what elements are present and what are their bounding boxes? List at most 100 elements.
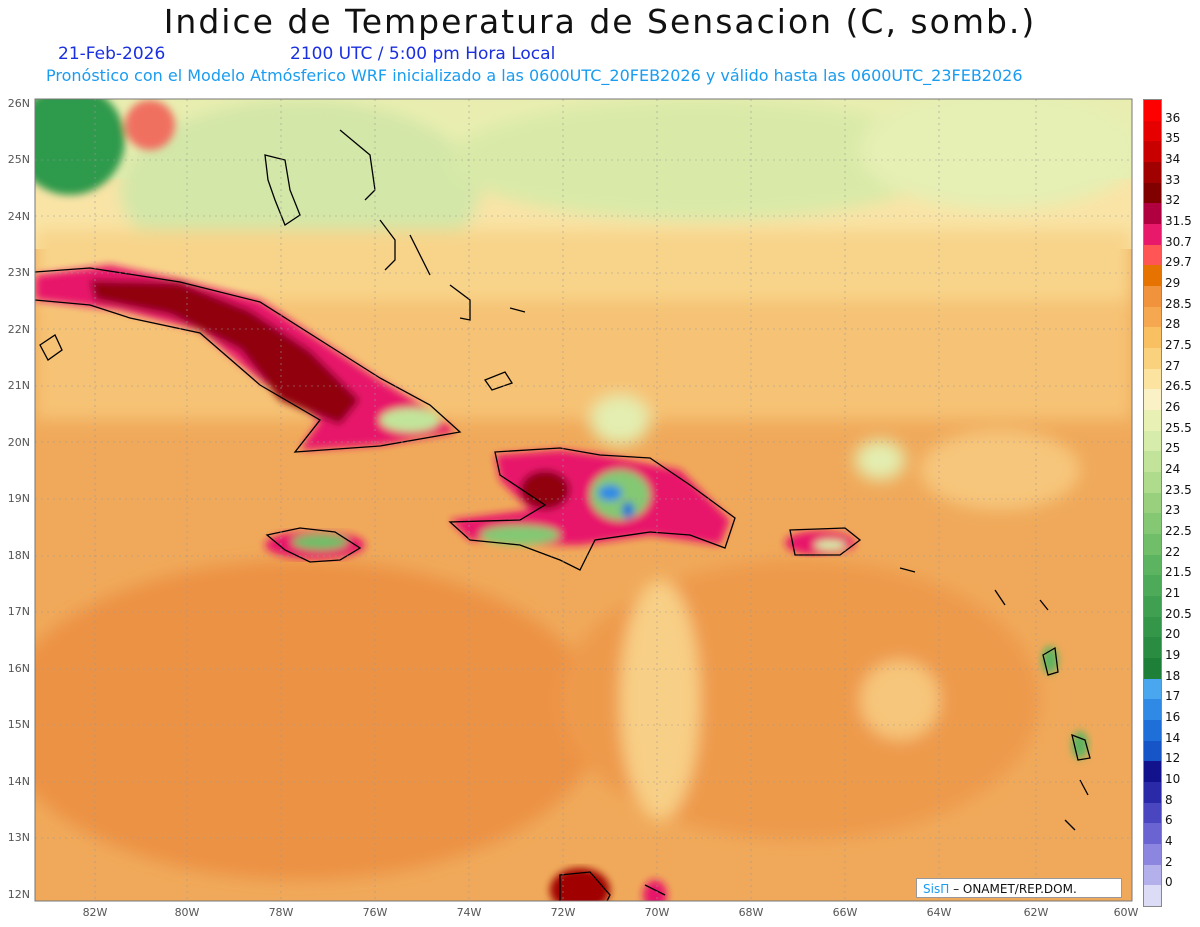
color-scale-cell bbox=[1144, 823, 1161, 845]
color-scale-cell bbox=[1144, 513, 1161, 535]
color-scale-label: 36 bbox=[1165, 110, 1181, 125]
color-scale-label: 27 bbox=[1165, 358, 1181, 373]
color-scale-cell bbox=[1144, 802, 1161, 824]
color-scale-label: 31.5 bbox=[1165, 214, 1192, 228]
color-scale-label: 28.5 bbox=[1165, 296, 1192, 311]
color-scale-label: 30.7 bbox=[1165, 234, 1192, 249]
lon-label: 76W bbox=[362, 906, 388, 919]
lon-label: 60W bbox=[1113, 906, 1139, 919]
color-scale-cell bbox=[1144, 430, 1161, 452]
lat-label: 17N bbox=[7, 605, 30, 618]
color-scale-label: 27.5 bbox=[1165, 338, 1192, 352]
color-scale-label: 17 bbox=[1165, 689, 1181, 704]
lat-label: 21N bbox=[7, 379, 30, 392]
color-scale-label: 29.7 bbox=[1165, 255, 1192, 270]
color-scale-label: 28 bbox=[1165, 317, 1181, 332]
lon-label: 80W bbox=[174, 906, 200, 919]
color-scale-label: 33 bbox=[1165, 172, 1181, 187]
color-scale-cell bbox=[1144, 616, 1161, 638]
color-scale-cell bbox=[1144, 844, 1161, 866]
color-scale-cell bbox=[1144, 740, 1161, 762]
color-scale-cell bbox=[1144, 306, 1161, 328]
color-scale-cell bbox=[1144, 658, 1161, 680]
lat-label: 14N bbox=[7, 775, 30, 788]
color-scale-cell bbox=[1144, 761, 1161, 783]
color-scale-cell bbox=[1144, 472, 1161, 494]
color-scale-cell bbox=[1144, 203, 1161, 225]
lat-label: 25N bbox=[7, 153, 30, 166]
map-title: Indice de Temperatura de Sensacion (C, s… bbox=[163, 2, 1037, 41]
lat-label: 16N bbox=[7, 662, 30, 675]
lat-label: 24N bbox=[7, 210, 30, 223]
color-scale-label: 4 bbox=[1165, 834, 1173, 848]
color-scale-cell bbox=[1144, 492, 1161, 514]
color-scale-label: 2 bbox=[1165, 854, 1173, 869]
credit-box: SisΠ – ONAMET/REP.DOM. bbox=[916, 878, 1122, 898]
color-scale-cell bbox=[1144, 554, 1161, 576]
lat-label: 19N bbox=[7, 492, 30, 505]
color-scale-cell bbox=[1144, 327, 1161, 349]
color-scale-label: 19 bbox=[1165, 648, 1181, 662]
lon-label: 70W bbox=[644, 906, 670, 919]
forecast-date: 21-Feb-2026 bbox=[58, 44, 166, 64]
lat-label: 23N bbox=[7, 266, 30, 279]
color-scale-label: 21.5 bbox=[1165, 565, 1192, 580]
color-scale-label: 34 bbox=[1165, 152, 1181, 166]
lat-label: 22N bbox=[7, 323, 30, 336]
color-scale-cell bbox=[1144, 120, 1161, 142]
lat-label: 18N bbox=[7, 549, 30, 562]
color-scale-label: 32 bbox=[1165, 193, 1181, 208]
color-scale-cell bbox=[1144, 782, 1161, 804]
credit-text: – ONAMET/REP.DOM. bbox=[953, 882, 1077, 896]
color-scale-cell bbox=[1144, 100, 1161, 122]
lat-label: 15N bbox=[7, 718, 30, 731]
color-scale-label: 16 bbox=[1165, 710, 1181, 724]
color-scale-cell bbox=[1144, 637, 1161, 659]
color-scale-label: 25.5 bbox=[1165, 420, 1192, 435]
color-scale-label: 23.5 bbox=[1165, 482, 1192, 497]
color-scale-label: 21 bbox=[1165, 586, 1181, 600]
color-scale-cell bbox=[1144, 389, 1161, 411]
forecast-time: 2100 UTC / 5:00 pm Hora Local bbox=[290, 44, 556, 64]
lat-label: 12N bbox=[7, 888, 30, 901]
lon-label: 78W bbox=[268, 906, 294, 919]
color-scale-cell bbox=[1144, 141, 1161, 163]
color-scale-label: 26 bbox=[1165, 400, 1181, 414]
sisp-logo-text: SisΠ bbox=[923, 882, 950, 896]
forecast-subtitle: Pronóstico con el Modelo Atmósferico WRF… bbox=[46, 66, 1023, 85]
color-scale-cell bbox=[1144, 265, 1161, 287]
color-scale-bar bbox=[1143, 99, 1162, 907]
color-scale-cell bbox=[1144, 348, 1161, 370]
lon-label: 64W bbox=[926, 906, 952, 919]
color-scale-label: 24 bbox=[1165, 462, 1181, 476]
color-scale-cell bbox=[1144, 286, 1161, 308]
temperature-map bbox=[34, 98, 1133, 902]
color-scale-cell bbox=[1144, 451, 1161, 473]
color-scale-label: 26.5 bbox=[1165, 379, 1192, 394]
color-scale-cell bbox=[1144, 162, 1161, 184]
color-scale-cell bbox=[1144, 534, 1161, 556]
color-scale-cell bbox=[1144, 244, 1161, 266]
lon-label: 68W bbox=[738, 906, 764, 919]
lon-label: 74W bbox=[456, 906, 482, 919]
color-scale-cell bbox=[1144, 678, 1161, 700]
color-scale-label: 20 bbox=[1165, 627, 1181, 642]
color-scale-cell bbox=[1144, 864, 1161, 886]
color-scale-label: 22 bbox=[1165, 544, 1181, 559]
color-scale-cell bbox=[1144, 182, 1161, 204]
lon-label: 66W bbox=[832, 906, 858, 919]
color-scale-cell bbox=[1144, 575, 1161, 597]
color-scale-label: 18 bbox=[1165, 668, 1181, 683]
color-scale-cell bbox=[1144, 720, 1161, 742]
color-scale-label: 29 bbox=[1165, 276, 1181, 290]
color-scale-label: 8 bbox=[1165, 792, 1173, 807]
color-scale-cell bbox=[1144, 699, 1161, 721]
lat-label: 26N bbox=[7, 97, 30, 110]
color-scale-label: 10 bbox=[1165, 772, 1181, 786]
color-scale-cell bbox=[1144, 224, 1161, 246]
color-scale-cell bbox=[1144, 368, 1161, 390]
color-scale-label: 22.5 bbox=[1165, 524, 1192, 538]
color-scale-label: 14 bbox=[1165, 730, 1181, 745]
color-scale-cell bbox=[1144, 596, 1161, 618]
lon-label: 62W bbox=[1023, 906, 1049, 919]
